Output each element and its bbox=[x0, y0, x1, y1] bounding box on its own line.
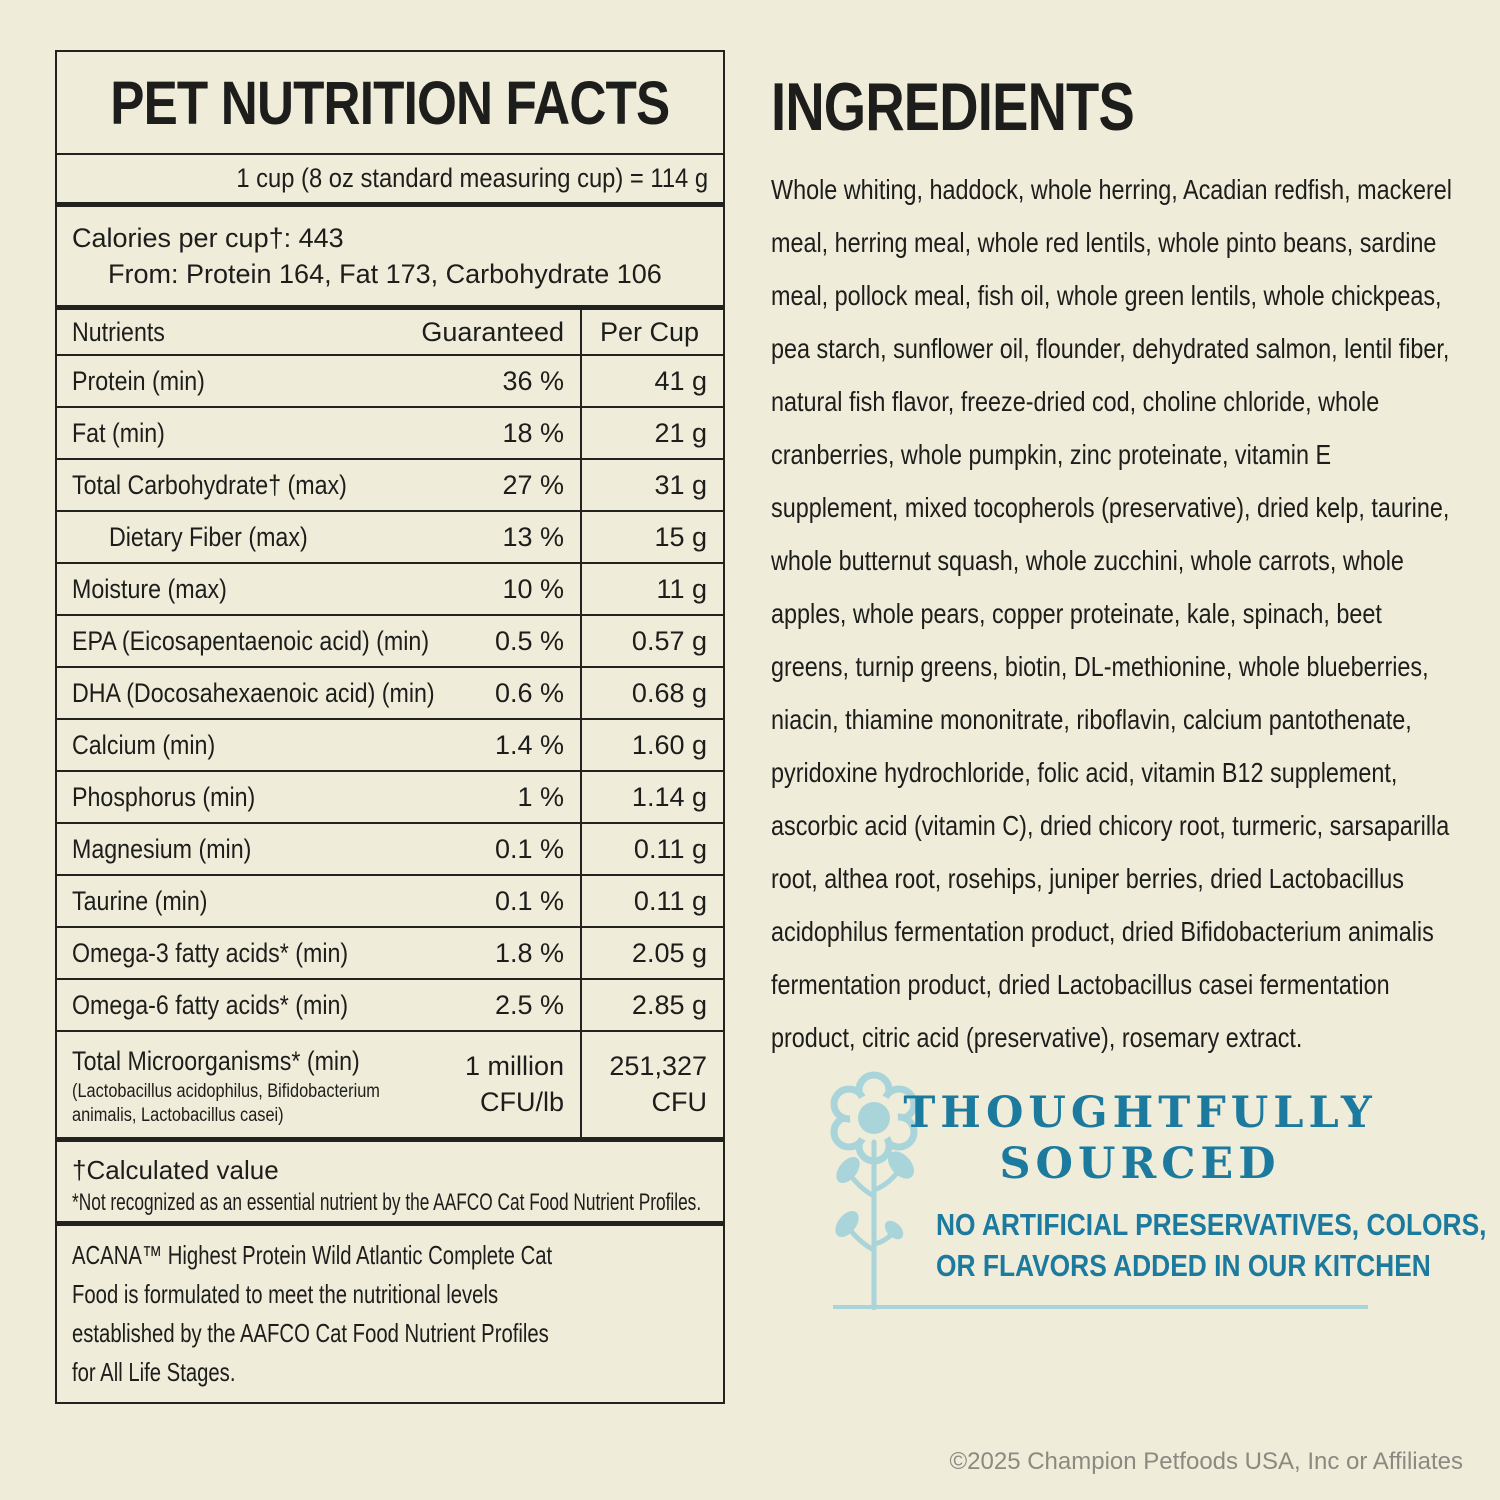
per-cup-value: 0.68 g bbox=[580, 668, 723, 718]
table-row: Omega-6 fatty acids* (min) 2.5 % 2.85 g bbox=[57, 980, 723, 1032]
table-row: Taurine (min) 0.1 % 0.11 g bbox=[57, 876, 723, 928]
nutrients-table-body: Protein (min) 36 % 41 g Fat (min) 18 % 2… bbox=[57, 356, 723, 1032]
guaranteed-value: 0.6 % bbox=[494, 677, 564, 708]
ingredients-title: INGREDIENTS bbox=[771, 69, 1135, 145]
table-row: Calcium (min) 1.4 % 1.60 g bbox=[57, 720, 723, 772]
guaranteed-value: 0.1 % bbox=[494, 833, 564, 864]
aafco-statement-section: ACANA™ Highest Protein Wild Atlantic Com… bbox=[57, 1226, 723, 1402]
table-row: Total Carbohydrate† (max) 27 % 31 g bbox=[57, 460, 723, 512]
badge-subtitle-line2: OR FLAVORS ADDED IN OUR KITCHEN bbox=[936, 1248, 1431, 1284]
guaranteed-value: 1 % bbox=[517, 781, 564, 812]
per-cup-value: 0.57 g bbox=[580, 616, 723, 666]
microorganisms-guaranteed: 1 million CFU/lb bbox=[464, 1051, 564, 1117]
table-row: Dietary Fiber (max) 13 % 15 g bbox=[57, 512, 723, 564]
nutrient-label: EPA (Eicosapentaenoic acid) (min) bbox=[72, 625, 430, 656]
guaranteed-value: 10 % bbox=[502, 573, 564, 604]
nutrient-label: Magnesium (min) bbox=[72, 833, 252, 864]
microorganisms-label: Total Microorganisms* (min) bbox=[72, 1046, 360, 1076]
ingredients-text: Whole whiting, haddock, whole herring, A… bbox=[771, 174, 1452, 1053]
guaranteed-value: 18 % bbox=[502, 417, 564, 448]
nutrient-label: Fat (min) bbox=[72, 417, 165, 448]
flower-icon bbox=[830, 1071, 918, 1310]
table-row: Omega-3 fatty acids* (min) 1.8 % 2.05 g bbox=[57, 928, 723, 980]
table-row: DHA (Docosahexaenoic acid) (min) 0.6 % 0… bbox=[57, 668, 723, 720]
copyright-text: ©2025 Champion Petfoods USA, Inc or Affi… bbox=[949, 1448, 1463, 1475]
table-row: Phosphorus (min) 1 % 1.14 g bbox=[57, 772, 723, 824]
aafco-statement: ACANA™ Highest Protein Wild Atlantic Com… bbox=[72, 1240, 553, 1387]
nutrient-label: Total Carbohydrate† (max) bbox=[72, 469, 347, 500]
header-nutrients: Nutrients bbox=[72, 316, 165, 347]
per-cup-value: 0.11 g bbox=[580, 824, 723, 874]
guaranteed-value: 27 % bbox=[502, 469, 564, 500]
guaranteed-value: 2.5 % bbox=[494, 989, 564, 1020]
nutrient-label: Omega-3 fatty acids* (min) bbox=[72, 937, 349, 968]
badge-title-line1: THOUGHTFULLY bbox=[903, 1088, 1377, 1138]
calories-line: Calories per cup†: 443 bbox=[72, 223, 344, 253]
per-cup-value: 2.85 g bbox=[580, 980, 723, 1030]
panel-title: PET NUTRITION FACTS bbox=[110, 68, 670, 137]
footnote-calculated: †Calculated value bbox=[72, 1155, 279, 1185]
badge-subtitle-line1: NO ARTIFICIAL PRESERVATIVES, COLORS, bbox=[936, 1207, 1487, 1243]
nutrient-label: Moisture (max) bbox=[72, 573, 227, 604]
guaranteed-value: 0.1 % bbox=[494, 885, 564, 916]
table-header-row: Nutrients Guaranteed Per Cup bbox=[57, 310, 723, 356]
table-row: Moisture (max) 10 % 11 g bbox=[57, 564, 723, 616]
guaranteed-value: 13 % bbox=[502, 521, 564, 552]
microorganisms-sublabel: (Lactobacillus acidophilus, Bifidobacter… bbox=[72, 1081, 380, 1126]
per-cup-value: 1.14 g bbox=[580, 772, 723, 822]
nutrient-label: Phosphorus (min) bbox=[72, 781, 256, 812]
header-guaranteed: Guaranteed bbox=[421, 316, 564, 347]
pet-nutrition-panel: PET NUTRITION FACTS 1 cup (8 oz standard… bbox=[55, 50, 725, 1404]
per-cup-value: 41 g bbox=[580, 356, 723, 406]
table-row: Fat (min) 18 % 21 g bbox=[57, 408, 723, 460]
per-cup-value: 11 g bbox=[580, 564, 723, 614]
cup-equivalence: 1 cup (8 oz standard measuring cup) = 11… bbox=[236, 163, 708, 193]
per-cup-value: 21 g bbox=[580, 408, 723, 458]
calories-from: From: Protein 164, Fat 173, Carbohydrate… bbox=[108, 258, 662, 289]
per-cup-value: 2.05 g bbox=[580, 928, 723, 978]
nutrient-label: DHA (Docosahexaenoic acid) (min) bbox=[72, 677, 435, 708]
cup-equivalence-row: 1 cup (8 oz standard measuring cup) = 11… bbox=[57, 155, 723, 207]
footnote-aafco: *Not recognized as an essential nutrient… bbox=[72, 1189, 702, 1216]
table-row: Protein (min) 36 % 41 g bbox=[57, 356, 723, 408]
badge-underline bbox=[833, 1305, 1368, 1309]
nutrient-label: Calcium (min) bbox=[72, 729, 216, 760]
per-cup-value: 0.11 g bbox=[580, 876, 723, 926]
nutrient-label: Taurine (min) bbox=[72, 885, 208, 916]
guaranteed-value: 1.8 % bbox=[494, 937, 564, 968]
nutrient-label: Omega-6 fatty acids* (min) bbox=[72, 989, 349, 1020]
table-row: Magnesium (min) 0.1 % 0.11 g bbox=[57, 824, 723, 876]
per-cup-value: 15 g bbox=[580, 512, 723, 562]
per-cup-value: 31 g bbox=[580, 460, 723, 510]
microorganisms-row: Total Microorganisms* (min) (Lactobacill… bbox=[57, 1032, 723, 1142]
per-cup-value: 1.60 g bbox=[580, 720, 723, 770]
guaranteed-value: 1.4 % bbox=[494, 729, 564, 760]
panel-title-section: PET NUTRITION FACTS bbox=[57, 52, 723, 155]
badge-subtitle: NO ARTIFICIAL PRESERVATIVES, COLORS, OR … bbox=[900, 1205, 1487, 1287]
footnotes-section: †Calculated value *Not recognized as an … bbox=[57, 1142, 723, 1226]
calories-section: Calories per cup†: 443 From: Protein 164… bbox=[57, 207, 723, 310]
header-per-cup: Per Cup bbox=[580, 310, 723, 354]
guaranteed-value: 36 % bbox=[502, 365, 564, 396]
thoughtfully-sourced-badge: THOUGHTFULLY SOURCED NO ARTIFICIAL PRESE… bbox=[900, 1088, 1487, 1287]
guaranteed-value: 0.5 % bbox=[494, 625, 564, 656]
table-row: EPA (Eicosapentaenoic acid) (min) 0.5 % … bbox=[57, 616, 723, 668]
nutrient-label: Protein (min) bbox=[72, 365, 205, 396]
nutrient-label: Dietary Fiber (max) bbox=[109, 521, 308, 552]
badge-title-line2: SOURCED bbox=[999, 1138, 1281, 1189]
microorganisms-per-cup: 251,327 CFU bbox=[580, 1032, 723, 1137]
